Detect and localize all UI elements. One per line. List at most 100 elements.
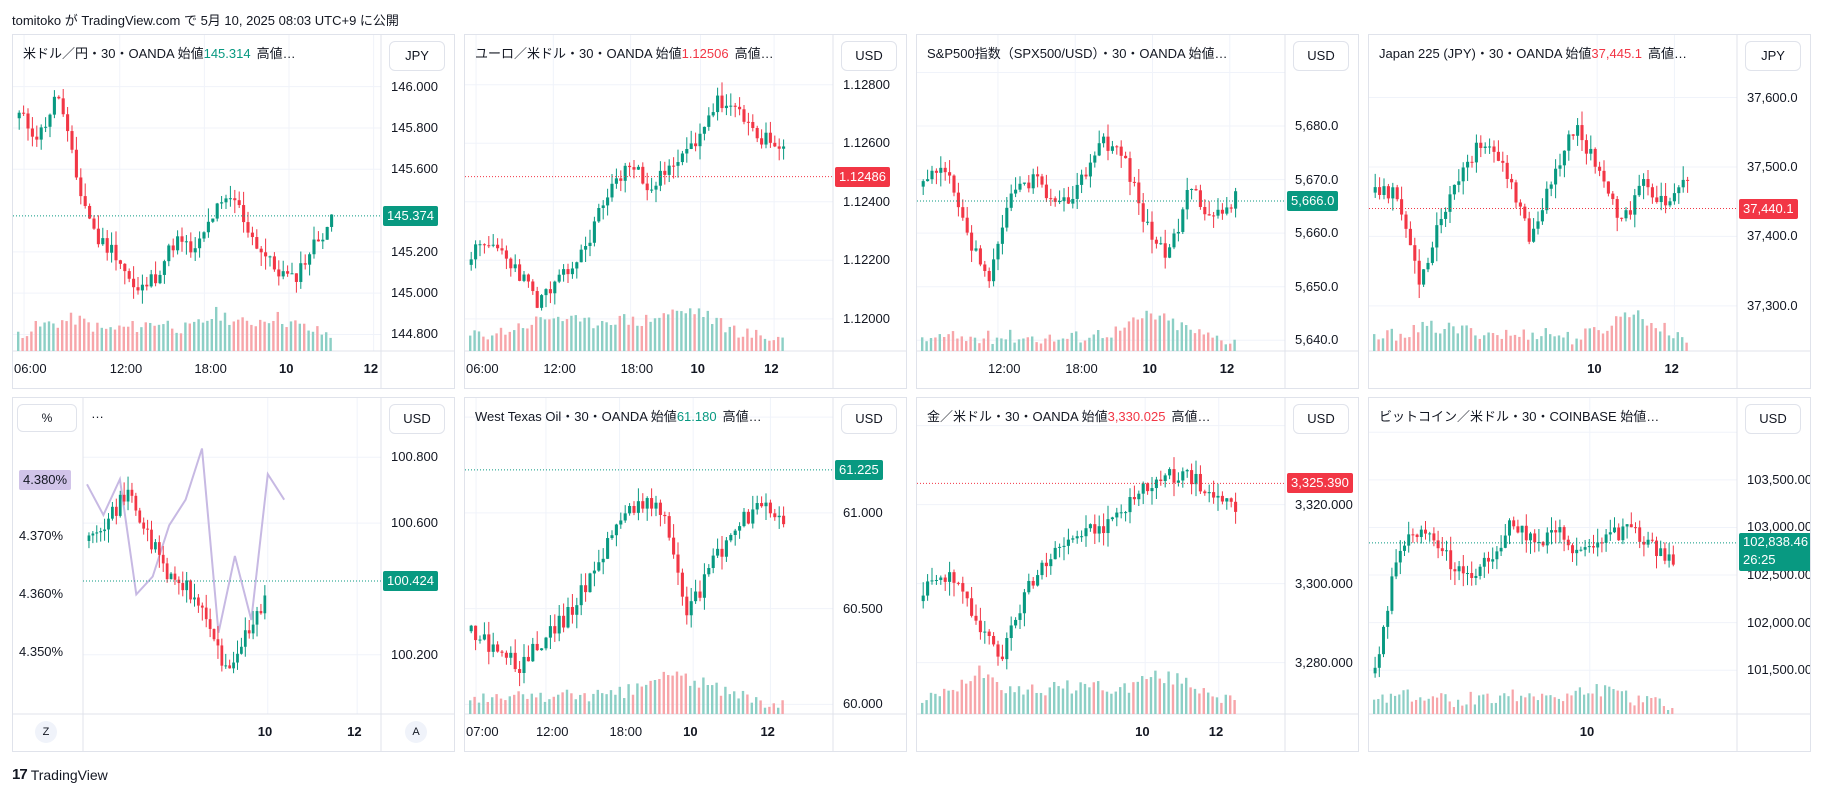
symbol-title[interactable]: 米ドル／円・30・OANDA 始値145.314 高値…	[23, 43, 296, 62]
candle-body	[943, 167, 947, 173]
volume-bar	[1004, 693, 1007, 714]
symbol-name: S&P500指数（SPX500/USD）・30・OANDA 始値…	[927, 46, 1228, 61]
volume-bar	[499, 327, 503, 351]
symbol-title[interactable]: …	[91, 406, 110, 421]
volume-bar	[1532, 696, 1535, 714]
volume-bar	[1092, 682, 1095, 714]
symbol-title[interactable]: S&P500指数（SPX500/USD）・30・OANDA 始値…	[927, 43, 1234, 62]
volume-bar	[1535, 339, 1539, 351]
currency-button[interactable]: USD	[841, 404, 897, 434]
symbol-name: ビットコイン／米ドル・30・COINBASE 始値…	[1379, 409, 1660, 424]
volume-bar	[1671, 708, 1674, 714]
chart-panel-spx[interactable]: S&P500指数（SPX500/USD）・30・OANDA 始値… USD 5,68…	[916, 34, 1359, 389]
volume-bar	[1044, 695, 1047, 714]
price-tick-label: 100.800	[391, 449, 438, 465]
volume-bar	[517, 323, 520, 351]
volume-bar	[285, 327, 288, 351]
currency-button[interactable]: JPY	[389, 41, 445, 71]
volume-bar	[1415, 699, 1418, 714]
zoom-reset-button[interactable]: Z	[35, 721, 57, 743]
candle-body	[557, 274, 561, 282]
candle-body	[934, 580, 938, 582]
chart-panel-xauusd[interactable]: 金／米ドル・30・OANDA 始値3,330.025 高値… USD 3,320.00…	[916, 397, 1359, 752]
symbol-title[interactable]: ビットコイン／米ドル・30・COINBASE 始値…	[1379, 406, 1665, 425]
currency-button[interactable]: USD	[841, 41, 897, 71]
candle-body	[228, 665, 232, 669]
tradingview-brand[interactable]: 17 TradingView	[12, 766, 108, 783]
volume-bar	[1132, 317, 1135, 351]
symbol-title[interactable]: Japan 225 (JPY)・30・OANDA 始値37,445.1 高値…	[1379, 43, 1687, 62]
volume-bar	[609, 690, 613, 714]
currency-button[interactable]: USD	[389, 404, 445, 434]
currency-button[interactable]: USD	[1293, 41, 1349, 71]
candle-body	[145, 284, 149, 287]
chart-panel-btcusd[interactable]: ビットコイン／米ドル・30・COINBASE 始値… USD 103,500.00 1…	[1368, 397, 1811, 752]
volume-bar	[1465, 704, 1468, 714]
chart-panel-jp225[interactable]: Japan 225 (JPY)・30・OANDA 始値37,445.1 高値… JP…	[1368, 34, 1811, 389]
volume-bar	[175, 332, 178, 351]
volume-bar	[579, 321, 582, 351]
volume-bar	[259, 319, 262, 351]
candle-body	[48, 114, 52, 127]
candle-body	[138, 510, 142, 523]
candle-body	[513, 652, 517, 670]
candle-body	[1229, 498, 1233, 502]
currency-button[interactable]: USD	[1293, 404, 1349, 434]
candle-body	[1408, 228, 1412, 246]
volume-bar	[684, 673, 687, 714]
volume-bar	[1447, 322, 1451, 351]
chart-panel-yield[interactable]: … USD 100.800 100.600 100.200 100.424 10 12% 4.3…	[12, 397, 455, 752]
volume-bar	[1097, 330, 1100, 351]
candle-body	[1398, 550, 1402, 563]
candle-body	[1168, 469, 1172, 476]
candle-body	[1106, 519, 1110, 534]
volume-bar	[1509, 335, 1512, 351]
last-price-tag: 5,666.0	[1287, 191, 1339, 212]
symbol-title[interactable]: ユーロ／米ドル・30・OANDA 始値1.12506 高値…	[475, 43, 774, 62]
symbol-title[interactable]: West Texas Oil・30・OANDA 始値61.180 高値…	[475, 406, 762, 425]
volume-bar	[1075, 331, 1078, 351]
volume-bar	[1061, 338, 1065, 351]
candle-body	[654, 502, 658, 509]
candle-body	[1663, 548, 1667, 561]
candle-body	[751, 509, 755, 524]
candle-body	[522, 656, 526, 673]
symbol-title[interactable]: 金／米ドル・30・OANDA 始値3,330.025 高値…	[927, 406, 1210, 425]
candle-body	[1449, 550, 1453, 570]
candle-body	[478, 639, 482, 641]
chart-panel-eurusd[interactable]: ユーロ／米ドル・30・OANDA 始値1.12506 高値… USD 1.12800 1…	[464, 34, 907, 389]
time-tick-label: 10	[683, 724, 698, 739]
candle-body	[1049, 198, 1053, 200]
symbol-name: West Texas Oil・30・OANDA 始値	[475, 409, 677, 424]
volume-bar	[1154, 319, 1157, 351]
volume-bar	[733, 325, 736, 351]
candle-body	[491, 644, 495, 652]
candle-body	[272, 256, 276, 270]
volume-bar	[250, 324, 253, 351]
candle-body	[114, 244, 118, 261]
percent-scale-button[interactable]: %	[17, 404, 77, 432]
auto-scale-button[interactable]: A	[405, 721, 427, 743]
volume-bar	[495, 694, 498, 714]
volume-bar	[267, 323, 271, 351]
candle-body	[733, 105, 737, 107]
candle-body	[1457, 566, 1461, 572]
volume-bar	[653, 318, 657, 351]
candle-body	[1554, 168, 1558, 185]
volume-bar	[1373, 699, 1376, 714]
price-tick-label: 5,660.0	[1295, 225, 1339, 241]
chart-panel-wti[interactable]: West Texas Oil・30・OANDA 始値61.180 高値… USD 61…	[464, 397, 907, 752]
candle-body	[1524, 525, 1528, 541]
candle-body	[978, 248, 982, 265]
volume-bar	[1127, 692, 1131, 714]
volume-bar	[706, 310, 709, 351]
currency-button[interactable]: USD	[1745, 404, 1801, 434]
volume-bar	[1075, 690, 1078, 714]
candle-body	[88, 205, 92, 219]
candle-body	[1510, 178, 1514, 183]
currency-button[interactable]: JPY	[1745, 41, 1801, 71]
volume-bar	[521, 328, 525, 351]
volume-bar	[1419, 697, 1422, 714]
chart-panel-usdjpy[interactable]: 米ドル／円・30・OANDA 始値145.314 高値… JPY 146.000 145…	[12, 34, 455, 389]
volume-bar	[325, 332, 328, 351]
